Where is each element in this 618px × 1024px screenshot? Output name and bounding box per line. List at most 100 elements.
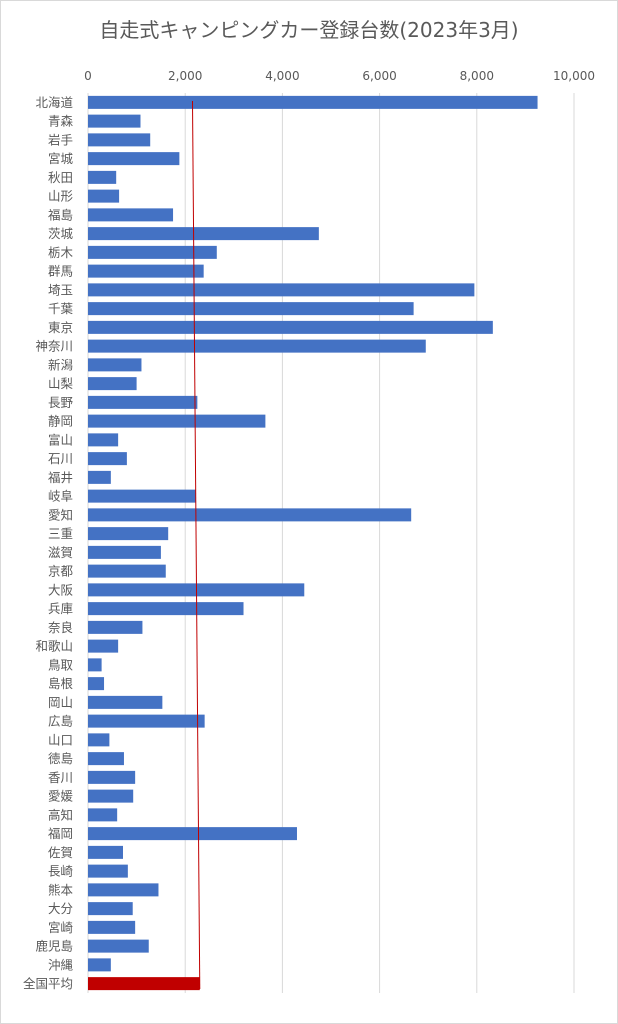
category-label: 北海道 [35, 95, 73, 110]
category-label: 沖縄 [48, 957, 74, 972]
bar [88, 827, 297, 841]
bar [88, 189, 120, 203]
category-label: 奈良 [48, 620, 73, 635]
bar [88, 845, 123, 859]
bar [88, 977, 200, 991]
category-label: 大分 [48, 901, 73, 916]
bar [88, 170, 117, 184]
category-label: 宮城 [48, 151, 74, 166]
bar [88, 752, 124, 766]
category-label: 静岡 [48, 414, 73, 429]
category-label: 和歌山 [35, 639, 73, 654]
category-label: 新潟 [48, 357, 73, 372]
bar [88, 245, 217, 259]
bar [88, 395, 198, 409]
bar [88, 733, 110, 747]
x-tick-label: 4,000 [265, 69, 299, 83]
bar [88, 770, 136, 784]
bar [88, 920, 136, 934]
category-label: 石川 [48, 451, 73, 466]
category-label: 岩手 [48, 132, 73, 147]
bar [88, 152, 180, 166]
category-label: 山梨 [48, 376, 74, 391]
category-label: 長野 [48, 395, 74, 410]
category-label: 香川 [48, 770, 73, 785]
category-label: 三重 [48, 526, 73, 541]
bar [88, 602, 244, 616]
bar [88, 377, 137, 391]
chart-title: 自走式キャンピングカー登録台数(2023年3月) [99, 18, 519, 42]
bar [88, 114, 141, 128]
bar [88, 864, 128, 878]
category-label: 宮崎 [48, 920, 74, 935]
bar [88, 433, 119, 447]
category-label: 福岡 [48, 826, 73, 841]
category-label: 愛媛 [48, 789, 74, 804]
bar [88, 452, 127, 466]
bar [88, 227, 319, 241]
x-tick-label: 2,000 [168, 69, 202, 83]
x-tick-label: 8,000 [460, 69, 494, 83]
category-label: 茨城 [48, 226, 74, 241]
bar [88, 545, 161, 559]
bar [88, 639, 119, 653]
category-label: 群馬 [48, 264, 73, 279]
category-label: 大阪 [48, 582, 74, 597]
category-label: 高知 [48, 807, 73, 822]
category-label: 秋田 [48, 170, 73, 185]
bar [88, 208, 174, 222]
bar [88, 358, 142, 372]
bar [88, 320, 493, 334]
category-label: 福島 [48, 207, 73, 222]
bar [88, 302, 414, 316]
bar [88, 714, 205, 728]
category-label: 神奈川 [35, 339, 73, 354]
category-label: 岐阜 [48, 489, 73, 504]
bar [88, 508, 412, 522]
category-label: 岡山 [48, 695, 73, 710]
bar [88, 564, 166, 578]
bar [88, 414, 266, 428]
bar [88, 133, 151, 147]
category-label: 千葉 [48, 301, 74, 316]
bar [88, 902, 133, 916]
category-label: 山口 [48, 732, 73, 747]
bar [88, 939, 149, 953]
bar [88, 283, 475, 297]
bar [88, 695, 163, 709]
bar [88, 339, 426, 353]
bar [88, 527, 169, 541]
category-label: 愛知 [48, 507, 73, 522]
category-label: 徳島 [48, 751, 73, 766]
category-label: 佐賀 [48, 845, 73, 860]
bar [88, 95, 538, 109]
category-label: 鹿児島 [35, 939, 73, 954]
category-label: 福井 [48, 470, 73, 485]
bar [88, 883, 159, 897]
bar [88, 958, 111, 972]
category-label: 京都 [48, 564, 74, 579]
category-label: 山形 [48, 189, 74, 204]
category-label: 鳥取 [48, 657, 74, 672]
bar [88, 264, 204, 278]
category-label: 全国平均 [23, 976, 73, 991]
bar [88, 470, 111, 484]
category-label: 東京 [48, 320, 73, 335]
x-tick-label: 10,000 [553, 69, 595, 83]
category-label: 埼玉 [48, 282, 73, 297]
category-label: 広島 [48, 714, 73, 729]
bar [88, 808, 118, 822]
x-tick-label: 6,000 [362, 69, 396, 83]
bar [88, 789, 134, 803]
category-label: 富山 [48, 432, 73, 447]
category-label: 兵庫 [48, 601, 73, 616]
category-label: 長崎 [48, 864, 74, 879]
bar [88, 489, 196, 503]
bar [88, 658, 102, 672]
category-label: 島根 [48, 676, 74, 691]
bar [88, 677, 105, 691]
bar [88, 620, 143, 634]
category-label: 栃木 [48, 245, 74, 260]
average-line [191, 100, 201, 990]
